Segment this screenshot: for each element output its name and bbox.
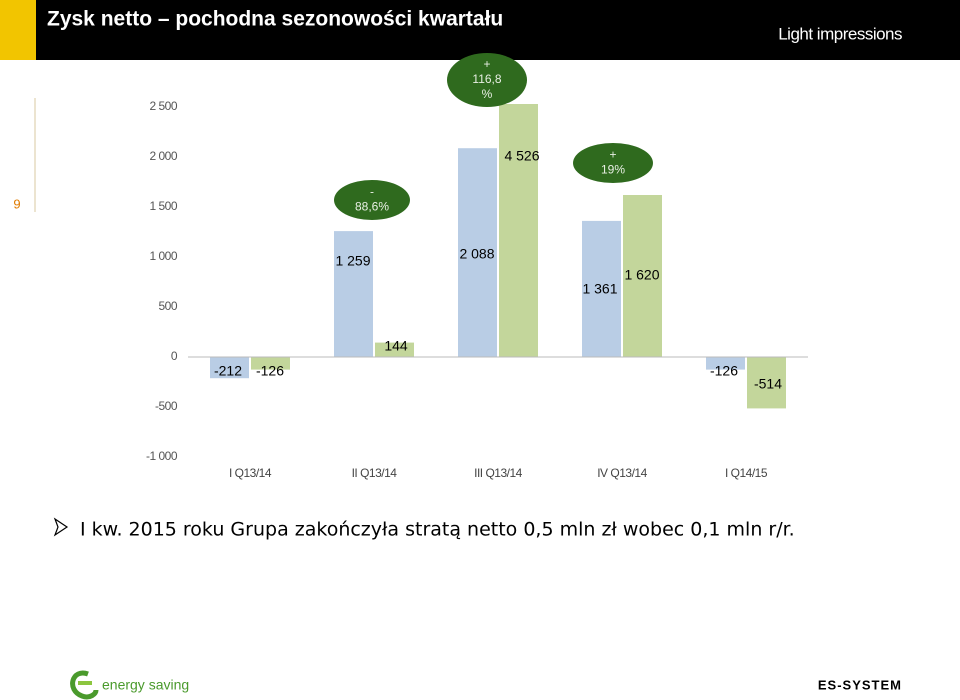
bar <box>334 231 373 357</box>
data-label: -126 <box>710 363 738 379</box>
y-tick-label: 2 500 <box>149 99 177 113</box>
logo-icon <box>70 670 99 700</box>
bar <box>458 148 497 357</box>
bar <box>706 357 745 370</box>
y-tick-label: 1 500 <box>149 199 177 213</box>
annotation-text: % <box>482 87 493 101</box>
x-tick-label: III Q13/14 <box>474 466 523 480</box>
bar <box>623 195 662 357</box>
data-label: 1 361 <box>582 281 617 297</box>
bar <box>251 357 290 370</box>
bullet-icon <box>53 517 69 537</box>
x-tick-label: II Q13/14 <box>352 466 398 480</box>
x-tick-label: IV Q13/14 <box>597 466 647 480</box>
bar <box>582 220 621 357</box>
data-label: 4 526 <box>504 148 539 164</box>
bar <box>210 357 249 379</box>
annotation-text: - <box>370 185 374 199</box>
annotation-text: 116,8 <box>472 72 501 86</box>
annotation-bubble <box>573 143 653 183</box>
y-tick-label: 0 <box>171 349 178 363</box>
annotation-text: + <box>483 57 490 71</box>
annotation-text: + <box>609 148 616 162</box>
bar <box>747 357 786 409</box>
x-tick-label: I Q13/14 <box>229 466 272 480</box>
data-label: -212 <box>214 363 242 379</box>
data-label: -126 <box>256 363 284 379</box>
x-tick-label: I Q14/15 <box>725 466 768 480</box>
bar <box>375 342 414 357</box>
data-label: -514 <box>754 376 782 392</box>
y-tick-label: 1 000 <box>149 249 177 263</box>
data-label: 1 259 <box>335 253 370 269</box>
page-number: 9 <box>13 196 20 211</box>
bar <box>499 104 538 358</box>
bullet-text: I kw. 2015 roku Grupa zakończyła stratą … <box>80 519 795 541</box>
annotation-text: 88,6% <box>355 200 389 214</box>
logo-text: energy saving <box>102 677 189 693</box>
y-tick-label: -500 <box>155 399 178 413</box>
y-tick-label: 2 000 <box>149 149 177 163</box>
annotation-bubble <box>447 53 527 107</box>
slide-title: Zysk netto – pochodna sezonowości kwarta… <box>47 8 503 31</box>
y-tick-label: -1 000 <box>146 449 178 463</box>
data-label: 1 620 <box>624 267 659 283</box>
data-label: 2 088 <box>459 246 494 262</box>
company-logo: ES-SYSTEM <box>818 677 902 692</box>
brand: Light impressions <box>778 24 902 43</box>
header-bar <box>0 0 960 60</box>
annotation-bubble <box>334 180 410 220</box>
annotation-text: 19% <box>601 163 625 177</box>
header-accent <box>0 0 36 60</box>
data-label: 144 <box>384 338 408 354</box>
y-tick-label: 500 <box>158 299 177 313</box>
